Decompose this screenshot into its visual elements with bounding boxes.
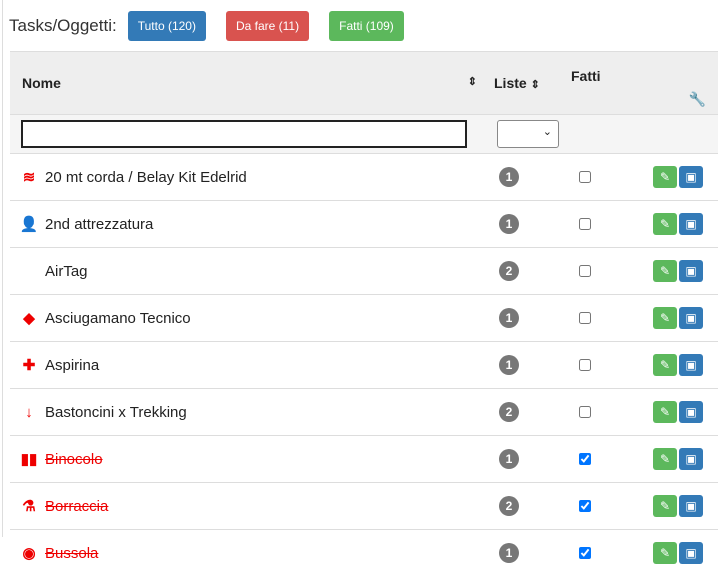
edit-button[interactable]: ✎ [653,166,677,188]
done-checkbox[interactable] [579,265,591,277]
item-name[interactable]: Asciugamano Tecnico [45,310,191,327]
sort-icon[interactable]: ⇕ [468,75,477,88]
bacon-icon: ◆ [19,309,39,327]
liste-count-badge: 2 [499,402,519,422]
item-name[interactable]: Bastoncini x Trekking [45,404,187,421]
compass-icon: ◉ [19,544,39,562]
liste-filter-select[interactable]: ⌄ [497,120,559,148]
wrench-icon[interactable]: 🔧 [632,52,718,115]
liste-count-badge: 2 [499,496,519,516]
table-row: 👤 2nd attrezzatura 1 ✎▣ [10,201,718,248]
liste-count-badge: 1 [499,214,519,234]
flask-icon: ⚗ [19,497,39,515]
images-button[interactable]: ▣ [679,401,703,423]
user-check-icon: 👤 [19,215,39,233]
item-name[interactable]: AirTag [45,263,88,280]
liste-count-badge: 2 [499,261,519,281]
column-liste[interactable]: Liste ⇕ [488,52,570,115]
table-row: ✚ Aspirina 1 ✎▣ [10,342,718,389]
done-checkbox[interactable] [579,500,591,512]
arrow-down-icon: ↓ [19,404,39,421]
item-name[interactable]: Borraccia [45,498,108,515]
done-checkbox[interactable] [579,359,591,371]
table-row: AirTag 2 ✎▣ [10,248,718,295]
edit-button[interactable]: ✎ [653,260,677,282]
table-row: ◆ Asciugamano Tecnico 1 ✎▣ [10,295,718,342]
binoculars-icon: ▮▮ [19,450,39,468]
item-name[interactable]: Binocolo [45,451,103,468]
edit-button[interactable]: ✎ [653,213,677,235]
table-row: ◉ Bussola 1 ✎▣ [10,530,718,576]
done-checkbox[interactable] [579,547,591,559]
column-liste-label: Liste [494,75,527,91]
squarespace-icon: ≋ [19,168,39,186]
edit-button[interactable]: ✎ [653,542,677,564]
images-button[interactable]: ▣ [679,213,703,235]
table-row: ▮▮ Binocolo 1 ✎▣ [10,436,718,483]
item-name[interactable]: 20 mt corda / Belay Kit Edelrid [45,169,247,186]
liste-count-badge: 1 [499,543,519,563]
table-row: ≋ 20 mt corda / Belay Kit Edelrid 1 ✎▣ [10,154,718,201]
edit-button[interactable]: ✎ [653,495,677,517]
items-table: Nome ⇕ Liste ⇕ Fatti 🔧 ⌄ ≋ 20 mt corda / B… [10,51,718,576]
edit-button[interactable]: ✎ [653,354,677,376]
edit-button[interactable]: ✎ [653,401,677,423]
column-nome[interactable]: Nome ⇕ [10,52,488,115]
item-name[interactable]: 2nd attrezzatura [45,216,153,233]
done-checkbox[interactable] [579,218,591,230]
liste-count-badge: 1 [499,308,519,328]
table-row: ↓ Bastoncini x Trekking 2 ✎▣ [10,389,718,436]
done-checkbox[interactable] [579,453,591,465]
liste-count-badge: 1 [499,355,519,375]
done-checkbox[interactable] [579,171,591,183]
item-name[interactable]: Aspirina [45,357,99,374]
chevron-down-icon: ⌄ [543,125,552,138]
filter-done-button[interactable]: Fatti (109) [329,11,404,41]
images-button[interactable]: ▣ [679,542,703,564]
liste-count-badge: 1 [499,449,519,469]
images-button[interactable]: ▣ [679,354,703,376]
sort-icon[interactable]: ⇕ [531,79,540,91]
item-name[interactable]: Bussola [45,545,98,562]
images-button[interactable]: ▣ [679,307,703,329]
medkit-icon: ✚ [19,356,39,374]
images-button[interactable]: ▣ [679,260,703,282]
done-checkbox[interactable] [579,312,591,324]
edit-button[interactable]: ✎ [653,448,677,470]
nome-filter-input[interactable] [21,120,467,148]
column-nome-label: Nome [22,75,61,91]
filter-bar: Tasks/Oggetti: Tutto (120) Da fare (11) … [9,11,424,41]
page-title: Tasks/Oggetti: [9,16,117,36]
edit-button[interactable]: ✎ [653,307,677,329]
images-button[interactable]: ▣ [679,448,703,470]
table-row: ⚗ Borraccia 2 ✎▣ [10,483,718,530]
filter-all-button[interactable]: Tutto (120) [128,11,206,41]
liste-count-badge: 1 [499,167,519,187]
images-button[interactable]: ▣ [679,166,703,188]
column-fatti: Fatti [570,52,632,115]
done-checkbox[interactable] [579,406,591,418]
images-button[interactable]: ▣ [679,495,703,517]
filter-todo-button[interactable]: Da fare (11) [226,11,309,41]
